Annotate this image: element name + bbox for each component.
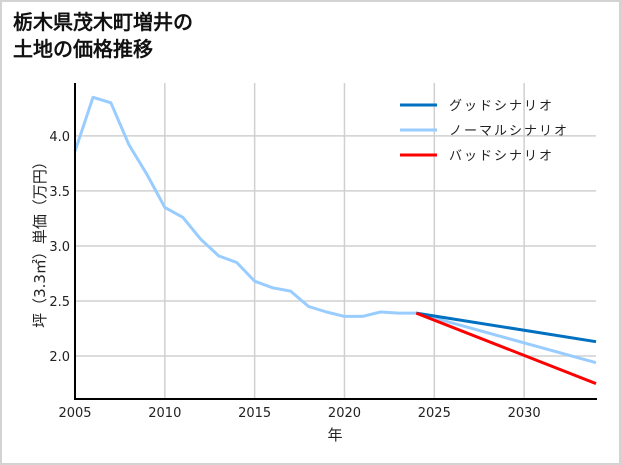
x-tick-label: 2025 — [418, 406, 451, 421]
legend-label: バッドシナリオ — [449, 149, 554, 164]
x-axis-label: 年 — [327, 426, 342, 444]
y-tick-label: 4.0 — [49, 130, 70, 145]
y-tick-label: 3.5 — [49, 185, 70, 200]
x-tick-labels: 2005 2010 2015 2020 2025 2030 — [58, 406, 540, 421]
x-tick-label: 2005 — [58, 406, 91, 421]
x-tick-label: 2015 — [238, 406, 271, 421]
legend-label: ノーマルシナリオ — [449, 124, 569, 139]
series-line — [415, 311, 597, 385]
series-line — [416, 311, 597, 344]
y-tick-label: 2.0 — [49, 350, 70, 365]
axes — [74, 83, 597, 400]
legend-label: グッドシナリオ — [449, 99, 554, 114]
y-tick-label: 2.5 — [49, 295, 70, 310]
x-tick-label: 2010 — [148, 406, 181, 421]
data-lines — [73, 95, 597, 385]
chart-title: 栃木県茂木町増井の 土地の価格推移 — [13, 10, 193, 61]
y-tick-labels: 2.0 2.5 3.0 3.5 4.0 — [49, 130, 70, 365]
x-tick-label: 2020 — [328, 406, 361, 421]
series-line — [73, 95, 597, 365]
x-tick-label: 2030 — [508, 406, 541, 421]
y-axis-label: 坪（3.3㎡）単価（万円） — [31, 154, 49, 328]
y-tick-label: 3.0 — [49, 240, 70, 255]
